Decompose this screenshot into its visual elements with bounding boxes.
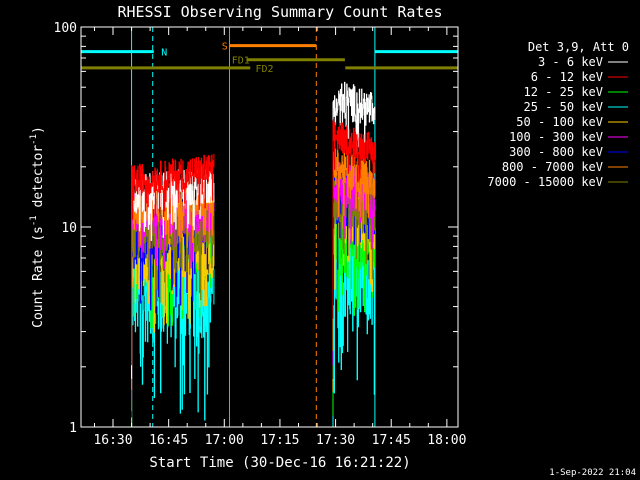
series-3-6-kev-segment-2 — [332, 81, 376, 281]
legend-label-50-100-kev: 50 - 100 keV — [516, 115, 603, 129]
y-axis-label-sup2: -1 — [29, 134, 39, 145]
legend-label-6-12-kev: 6 - 12 keV — [531, 70, 603, 84]
legend-label-100-300-kev: 100 - 300 keV — [509, 130, 603, 144]
y-axis-label-sup1: -1 — [29, 215, 39, 226]
legend-label-12-25-kev: 12 - 25 keV — [524, 85, 603, 99]
series-6-12-kev-segment-2 — [332, 119, 376, 319]
flag-label-s: S — [222, 42, 228, 53]
x-tick-label-17:45: 17:45 — [372, 433, 411, 448]
y-tick-label-1: 1 — [69, 421, 77, 436]
y-axis-label-mid: detector — [31, 145, 46, 216]
legend-label-3-6-kev: 3 - 6 keV — [538, 55, 603, 69]
x-tick-label-17:00: 17:00 — [205, 433, 244, 448]
x-tick-label-17:15: 17:15 — [260, 433, 299, 448]
y-axis-label-main: Count Rate (s — [31, 226, 46, 328]
axes: 16:30 16:45 17:00 17:15 17:30 17:45 18:00 1 10 10… — [54, 21, 467, 448]
y-axis-label-end: ) — [31, 126, 46, 134]
flag-label-fd1: FD1 — [232, 56, 250, 67]
series-6-12-kev-segment-1 — [131, 153, 215, 366]
y-tick-label-100: 100 — [54, 21, 77, 36]
legend-label-7000-15000-kev: 7000 - 15000 keV — [487, 175, 603, 189]
y-axis-label: Count Rate (s-1 detector-1) — [29, 126, 46, 328]
x-tick-label-18:00: 18:00 — [427, 433, 466, 448]
legend-label-25-50-kev: 25 - 50 keV — [524, 100, 603, 114]
timestamp: 1-Sep-2022 21:04 — [549, 468, 636, 478]
flag-label-n: N — [161, 48, 167, 59]
chart-title: RHESSI Observing Summary Count Rates — [117, 3, 442, 21]
flag-label-fd2: FD2 — [255, 64, 273, 75]
legend-label-300-800-kev: 300 - 800 keV — [509, 145, 603, 159]
legend-title: Det 3,9, Att 0 — [528, 40, 629, 54]
y-tick-label-10: 10 — [61, 221, 77, 236]
x-tick-label-16:45: 16:45 — [149, 433, 188, 448]
plot-area: N S FD1 FD2 — [81, 27, 459, 427]
x-tick-label-16:30: 16:30 — [93, 433, 132, 448]
x-axis-label: Start Time (30-Dec-16 16:21:22) — [149, 455, 410, 471]
x-tick-label-17:30: 17:30 — [316, 433, 355, 448]
series-800-7000-kev-segment-2 — [332, 148, 376, 351]
legend-label-800-7000-kev: 800 - 7000 keV — [502, 160, 603, 174]
